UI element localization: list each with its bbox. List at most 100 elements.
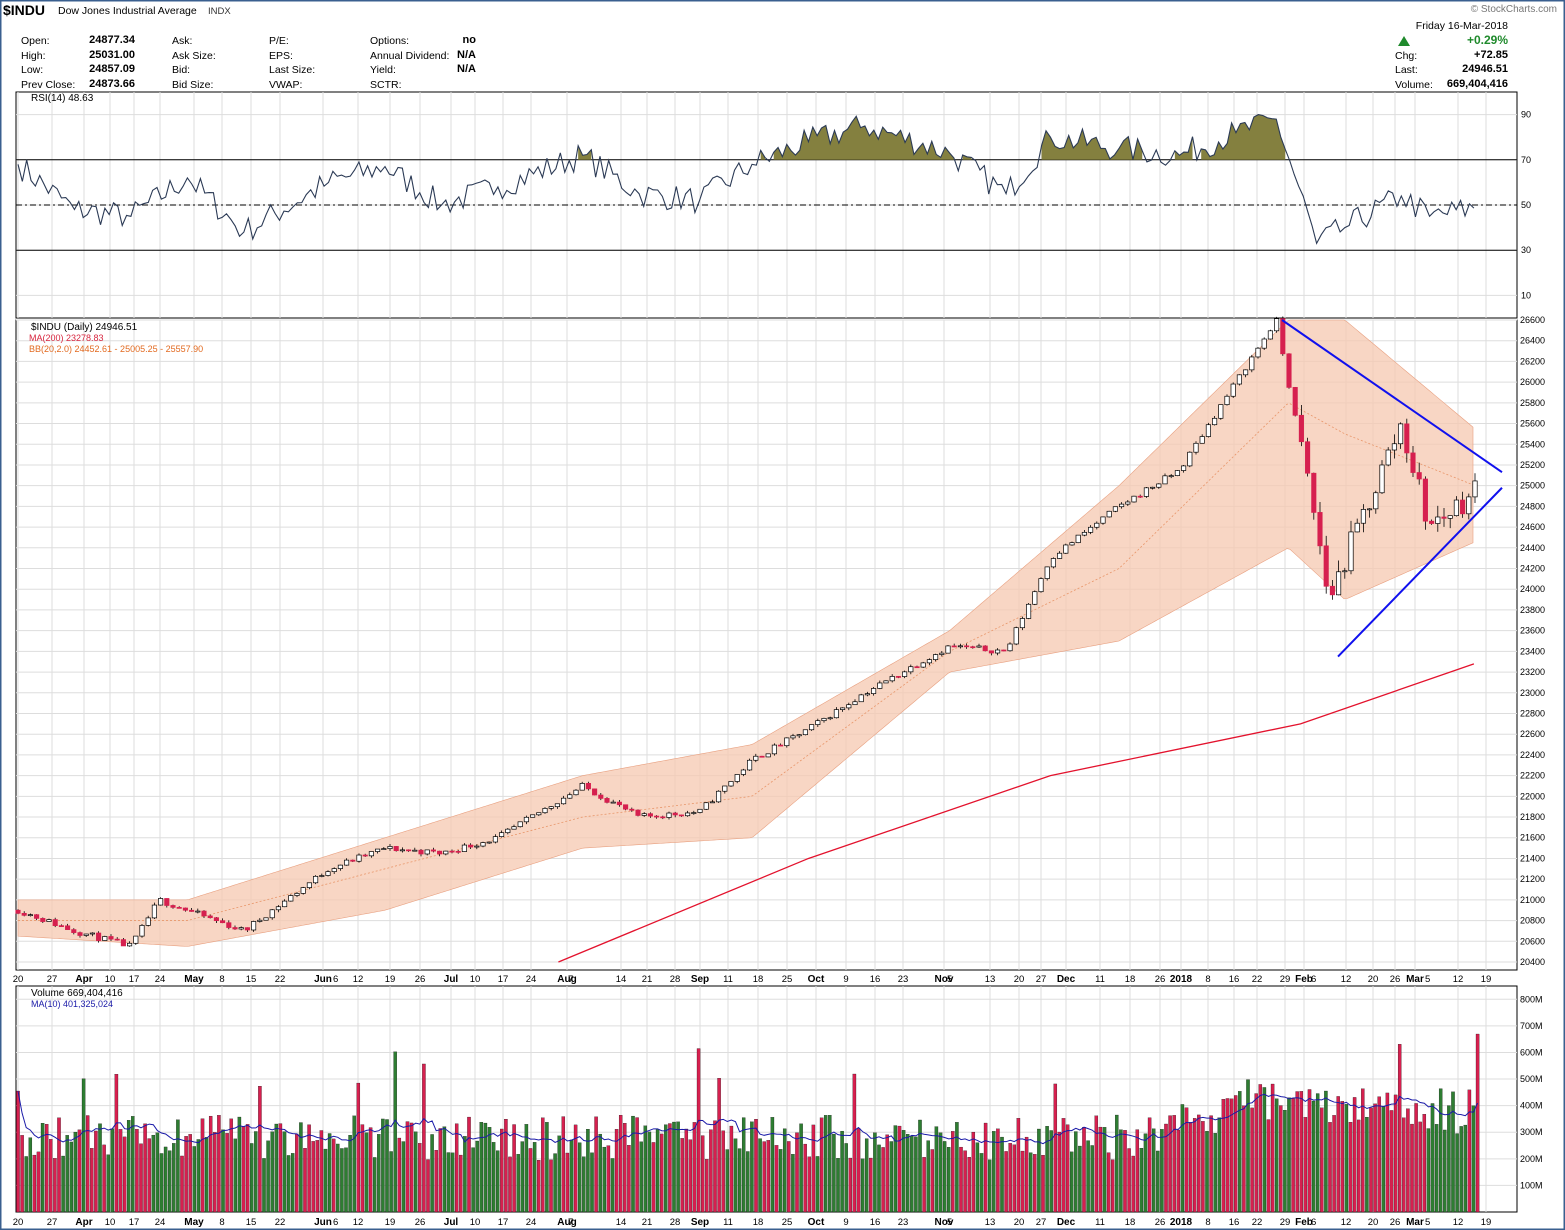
- volume-bar: [213, 1132, 217, 1213]
- candlestick: [244, 927, 250, 931]
- volume-bar: [1102, 1127, 1107, 1213]
- low-value: 24857.09: [89, 63, 135, 75]
- volume-bar: [1188, 1122, 1193, 1213]
- price-x-label: 29: [1280, 974, 1291, 985]
- price-x-label: Dec: [1057, 974, 1076, 985]
- volume-bar: [828, 1115, 832, 1213]
- volume-x-label: 10: [105, 1217, 116, 1228]
- volume-bar: [979, 1153, 984, 1213]
- volume-bar: [225, 1133, 229, 1213]
- volume-bar: [1012, 1144, 1017, 1213]
- volume-bar: [36, 1151, 41, 1213]
- volume-x-label: 12: [1453, 1217, 1464, 1228]
- volume-value: 669,404,416: [1446, 78, 1508, 90]
- candlestick: [1125, 501, 1131, 505]
- candlestick: [1112, 506, 1118, 512]
- volume-bar: [996, 1128, 1000, 1213]
- volume-bar: [946, 1147, 951, 1213]
- candlestick: [201, 910, 207, 917]
- price-x-label: 12: [1453, 974, 1464, 985]
- volume-bar: [180, 1155, 184, 1213]
- volume-bar: [532, 1142, 537, 1213]
- volume-x-label: 2018: [1170, 1217, 1193, 1228]
- volume-bar: [286, 1155, 291, 1213]
- price-x-label: Feb: [1295, 974, 1313, 985]
- candlestick: [635, 809, 641, 816]
- volume-bar: [266, 1140, 270, 1213]
- volume-bar: [94, 1130, 98, 1213]
- candlestick: [220, 920, 226, 924]
- volume-bar: [1115, 1114, 1119, 1213]
- volume-bar: [791, 1154, 795, 1213]
- candlestick: [1274, 318, 1280, 332]
- volume-bar: [348, 1135, 352, 1213]
- price-x-label: 12: [1341, 974, 1352, 985]
- volume-bar: [930, 1149, 935, 1213]
- candlestick: [753, 755, 759, 761]
- volume-x-label: 26: [1390, 1217, 1401, 1228]
- volume-bar: [610, 1158, 615, 1213]
- volume-bar: [262, 1158, 266, 1213]
- volume-bar: [664, 1124, 668, 1213]
- volume-bar: [614, 1129, 619, 1213]
- volume-bar: [1414, 1103, 1418, 1213]
- volume-bar: [356, 1082, 361, 1213]
- volume-bar: [803, 1143, 807, 1213]
- volume-bar: [983, 1122, 988, 1213]
- candlestick: [499, 832, 505, 837]
- pe-label: P/E:: [269, 35, 289, 47]
- volume-bar: [1242, 1105, 1246, 1213]
- volume-bar: [118, 1129, 123, 1213]
- price-x-label: 20: [1014, 974, 1025, 985]
- candlestick: [424, 849, 430, 855]
- candlestick: [282, 900, 288, 908]
- candlestick: [418, 849, 424, 855]
- volume-bar: [1049, 1130, 1053, 1213]
- candlestick: [474, 845, 480, 848]
- volume-bar: [1078, 1145, 1082, 1213]
- rsi-title: RSI(14) 48.63: [31, 93, 94, 104]
- volume-bar: [483, 1122, 488, 1213]
- volume-bar: [881, 1147, 885, 1213]
- candlestick: [455, 850, 461, 853]
- candlestick: [511, 826, 517, 830]
- price-tick-label: 22200: [1520, 771, 1545, 781]
- candlestick: [1367, 508, 1373, 511]
- volume-x-label: 16: [870, 1217, 881, 1228]
- volume-x-label: 12: [353, 1217, 364, 1228]
- price-x-label: 26: [1155, 974, 1166, 985]
- volume-bar: [725, 1149, 730, 1213]
- volume-bar: [1119, 1129, 1123, 1213]
- volume-bar: [1160, 1129, 1164, 1213]
- volume-bar: [1426, 1128, 1431, 1213]
- candlestick: [480, 842, 486, 847]
- volume-bar: [557, 1135, 561, 1213]
- volume-bar: [877, 1144, 881, 1213]
- volume-bar: [1393, 1094, 1398, 1213]
- volume-bar: [705, 1159, 709, 1213]
- volume-x-label: 20: [13, 1217, 24, 1228]
- candlestick: [542, 808, 548, 814]
- volume-bar: [131, 1116, 135, 1213]
- price-x-label: 21: [642, 974, 653, 985]
- volume-bar: [192, 1146, 197, 1213]
- candlestick: [790, 735, 796, 739]
- candlestick: [1466, 496, 1472, 515]
- volume-bar: [914, 1136, 918, 1213]
- volume-x-label: 18: [1125, 1217, 1136, 1228]
- candlestick: [765, 753, 771, 758]
- candlestick: [1230, 383, 1236, 397]
- volume-bar: [762, 1141, 766, 1213]
- volume-bar: [385, 1119, 389, 1213]
- volume-tick-label: 400M: [1520, 1101, 1543, 1111]
- volume-x-label: 25: [782, 1217, 793, 1228]
- volume-bar: [90, 1148, 94, 1213]
- volume-bar: [512, 1124, 516, 1213]
- volume-bar: [799, 1123, 803, 1213]
- candlestick: [548, 806, 554, 809]
- candlestick: [337, 864, 343, 869]
- volume-bar: [766, 1140, 771, 1213]
- volume-bar: [549, 1159, 553, 1213]
- volume-bar: [1430, 1103, 1435, 1213]
- volume-bar: [344, 1147, 348, 1213]
